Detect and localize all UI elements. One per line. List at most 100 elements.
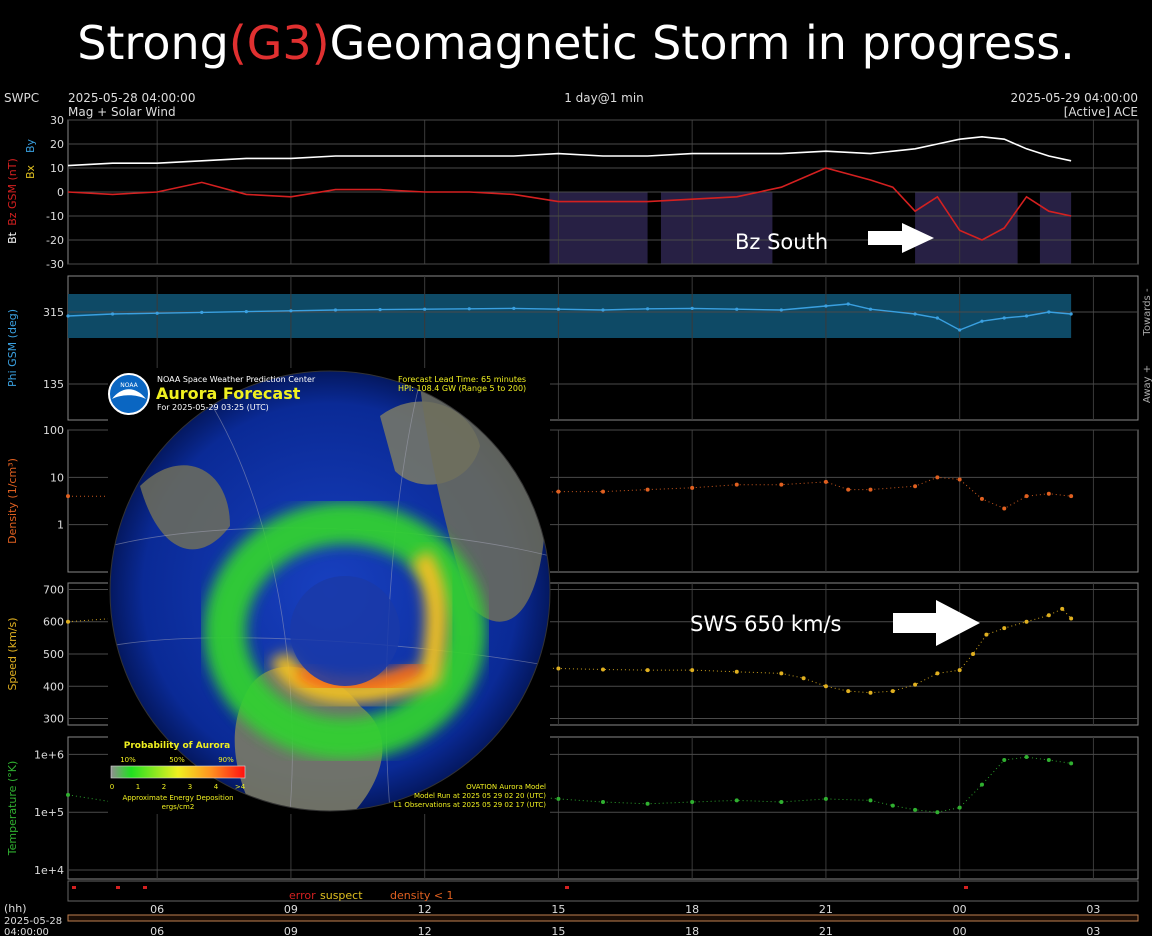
prob-tick-10: 10% (120, 756, 136, 764)
temperature-point (890, 803, 895, 808)
prob-title: Probability of Aurora (124, 741, 230, 751)
density-point (645, 487, 650, 492)
aurora-oval-high (269, 549, 448, 704)
phi-point (735, 307, 739, 311)
phi-point (244, 310, 248, 314)
y-tick-label: -30 (46, 258, 64, 271)
phi-point (913, 312, 917, 316)
speed-point (1046, 613, 1051, 618)
phi-point (155, 311, 159, 315)
energy-tick: 0 (110, 783, 114, 791)
phi-point (980, 319, 984, 323)
energy-tick: 2 (162, 783, 166, 791)
phi-point (423, 307, 427, 311)
x-tick-label-bottom: 03 (1086, 925, 1100, 936)
x-tick-label: 15 (551, 903, 565, 916)
mag-label-bt: Bt (6, 231, 19, 244)
legend-error: error (289, 889, 316, 902)
density-point (1069, 494, 1074, 499)
x-tick-label-bottom: 15 (551, 925, 565, 936)
solar-wind-chart: SWPC 2025-05-28 04:00:00 Mag + Solar Win… (4, 91, 1152, 936)
bz-south-shading (959, 192, 1018, 264)
phi-point (467, 307, 471, 311)
footer-hh: (hh) (4, 902, 27, 915)
inset-title: Aurora Forecast (156, 384, 301, 403)
bz-south-shading (915, 192, 960, 264)
phi-point (601, 308, 605, 312)
legend-suspect: suspect (320, 889, 363, 902)
y-tick-label: 1e+5 (34, 806, 64, 819)
phi-towards-band (68, 294, 1072, 338)
x-tick-label-bottom: 18 (685, 925, 699, 936)
phi-point (200, 310, 204, 314)
temperature-panel-frame (67, 736, 1139, 880)
phi-point (556, 307, 561, 311)
legend-density: density < 1 (390, 889, 454, 902)
temperature-point (913, 807, 918, 812)
banner-pre: Strong (77, 16, 229, 70)
model-run: Model Run at 2025 05 29 02 20 (UTC) (414, 792, 546, 800)
x-tick-label-bottom: 09 (284, 925, 298, 936)
x-tick-label: 09 (284, 903, 298, 916)
density-point (1046, 491, 1051, 496)
storm-banner: Strong (G3) Geomagnetic Storm in progres… (0, 0, 1152, 86)
x-tick-label-bottom: 21 (819, 925, 833, 936)
energy-label: Approximate Energy Deposition (122, 794, 233, 802)
speed-point (66, 619, 70, 624)
temperature-point (1024, 755, 1029, 760)
density-point (1024, 494, 1029, 499)
sws-arrow-icon (893, 600, 980, 646)
x-tick-label-bottom: 00 (953, 925, 967, 936)
speed-point (690, 668, 695, 673)
bz-south-arrow-icon (868, 223, 934, 253)
density-point (823, 479, 828, 484)
speed-point (823, 684, 828, 689)
bz-south-shading (1039, 192, 1072, 264)
y-tick-label: 600 (43, 616, 64, 629)
y-tick-label: 135 (43, 378, 64, 391)
flag-mark (72, 886, 76, 889)
energy-tick: 4 (214, 783, 219, 791)
density-point (556, 489, 561, 494)
phi-point (645, 307, 650, 311)
inset-subtitle: For 2025-05-29 03:25 (UTC) (157, 403, 269, 412)
flag-mark (964, 886, 968, 889)
x-tick-label-bottom: 06 (150, 925, 164, 936)
series-phi-line (67, 303, 1072, 331)
phi-point (512, 306, 516, 310)
header-end: 2025-05-29 04:00:00 (1011, 91, 1138, 105)
phi-point (289, 309, 293, 313)
density-point (779, 482, 784, 487)
x-tick-label: 00 (953, 903, 967, 916)
phi-right-away: Away + (1142, 365, 1152, 403)
temperature-point (823, 796, 828, 801)
prob-tick-50: 50% (169, 756, 185, 764)
landmass-asia-west (140, 465, 230, 550)
density-point (734, 482, 739, 487)
speed-point (984, 632, 989, 637)
sws-annotation: SWS 650 km/s (690, 612, 842, 636)
l1-observations: L1 Observations at 2025 05 29 02 17 (UTC… (394, 801, 547, 809)
y-tick-label: 100 (43, 424, 64, 437)
flag-mark (143, 886, 147, 889)
speed-point (601, 667, 605, 672)
phi-point (779, 308, 783, 312)
speed-label: Speed (km/s) (6, 617, 19, 690)
speed-point (1069, 616, 1074, 621)
x-tick-label: 12 (418, 903, 432, 916)
y-tick-label: 315 (43, 306, 64, 319)
y-tick-label: 700 (43, 583, 64, 596)
energy-tick: 1 (136, 783, 140, 791)
footer-time: 04:00:00 (4, 927, 49, 936)
mag-label-bz: Bz GSM (nT) (6, 158, 19, 226)
temperature-label: Temperature (°K) (6, 761, 19, 856)
header-start: 2025-05-28 04:00:00 (68, 91, 195, 105)
phi-point (1002, 316, 1006, 320)
polar-cap (290, 576, 400, 686)
y-tick-label: 30 (50, 114, 64, 127)
noaa-logo-gull-icon (112, 389, 146, 399)
y-tick-label: 0 (57, 186, 64, 199)
speed-point (913, 682, 918, 687)
series-speed-trace (67, 608, 1072, 694)
density-point (601, 489, 605, 494)
